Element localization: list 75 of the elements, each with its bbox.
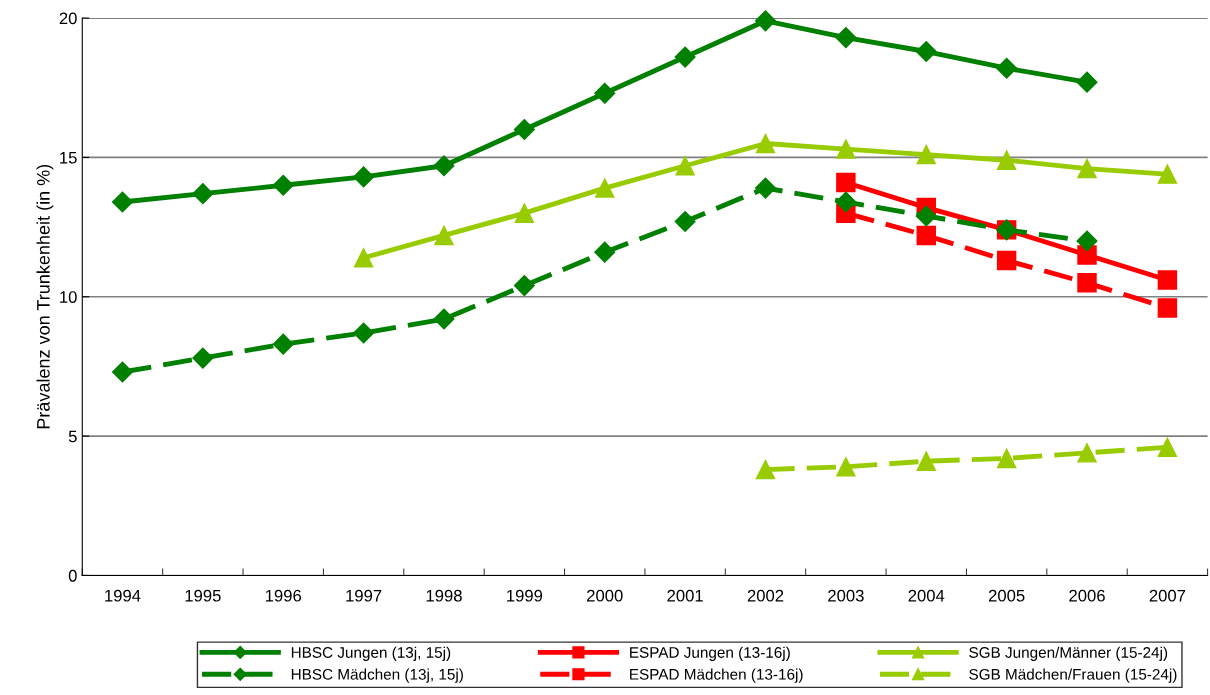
point <box>272 174 294 196</box>
point <box>353 248 374 268</box>
point <box>1157 164 1178 184</box>
point <box>434 225 454 246</box>
y-tick-label: 20 <box>59 12 77 25</box>
point <box>192 183 214 205</box>
x-tick-label: 1999 <box>507 589 543 602</box>
x-tick-label: 2003 <box>828 589 864 602</box>
point <box>594 82 616 104</box>
point <box>836 172 856 193</box>
point <box>996 448 1017 469</box>
point <box>111 191 133 213</box>
x-tick-label: 1994 <box>105 589 141 602</box>
point <box>754 10 777 32</box>
point <box>1076 71 1098 93</box>
legend-label: HBSC Mädchen (13j, 15j) <box>291 668 463 683</box>
legend-label: ESPAD Mädchen (13-16j) <box>630 668 803 683</box>
point <box>353 166 375 188</box>
point <box>433 155 455 177</box>
point <box>675 156 695 176</box>
point <box>915 40 937 63</box>
point <box>1157 298 1178 318</box>
y-tick-label: 0 <box>68 569 77 582</box>
point <box>513 275 535 297</box>
point <box>1077 158 1097 179</box>
point <box>755 133 776 154</box>
point <box>915 205 937 227</box>
point <box>996 57 1018 79</box>
legend-label: SGB Jungen/Männer (15-24j) <box>969 646 1168 661</box>
x-tick-label: 1997 <box>346 589 382 602</box>
y-tick-label: 5 <box>68 430 77 443</box>
point <box>1077 245 1097 265</box>
y-tick-label: 10 <box>60 291 77 303</box>
x-tick-label: 2001 <box>667 589 703 602</box>
x-tick-label: 2004 <box>908 589 945 602</box>
point <box>353 322 375 344</box>
point <box>192 347 214 369</box>
point <box>916 225 936 246</box>
legend-label: SGB Mädchen/Frauen (15-24j) <box>969 668 1177 683</box>
x-tick-label: 2000 <box>587 589 623 602</box>
point <box>513 119 535 141</box>
legend-label: ESPAD Jungen (13-16j) <box>630 646 790 661</box>
point <box>996 250 1017 271</box>
point <box>674 46 696 68</box>
point <box>595 178 615 198</box>
x-tick-label: 1996 <box>265 589 302 602</box>
point <box>755 459 776 480</box>
point <box>514 203 535 223</box>
legend-label: HBSC Jungen (13j, 15j) <box>291 646 451 661</box>
point <box>1157 270 1178 290</box>
point <box>754 177 777 199</box>
point <box>835 191 857 213</box>
point <box>1077 273 1097 293</box>
x-tick-label: 2006 <box>1069 589 1105 602</box>
point <box>835 27 857 49</box>
point <box>594 241 616 263</box>
x-tick-label: 2002 <box>747 589 784 602</box>
point <box>433 308 455 330</box>
x-tick-label: 2005 <box>988 589 1025 602</box>
point <box>996 150 1017 170</box>
x-tick-label: 2007 <box>1149 589 1186 602</box>
x-tick-label: 1995 <box>185 589 221 602</box>
point <box>674 211 696 233</box>
point <box>1077 443 1097 463</box>
point <box>836 139 856 159</box>
x-tick-label: 1998 <box>426 589 462 602</box>
point <box>836 457 856 477</box>
y-tick-label: 15 <box>60 151 77 164</box>
point <box>1157 437 1178 457</box>
point <box>916 144 936 165</box>
point <box>1076 230 1098 252</box>
point <box>916 451 936 471</box>
point <box>111 361 133 383</box>
y-axis-title: Prävalenz von Trunkenheit (in %) <box>36 164 54 429</box>
point <box>272 333 294 355</box>
